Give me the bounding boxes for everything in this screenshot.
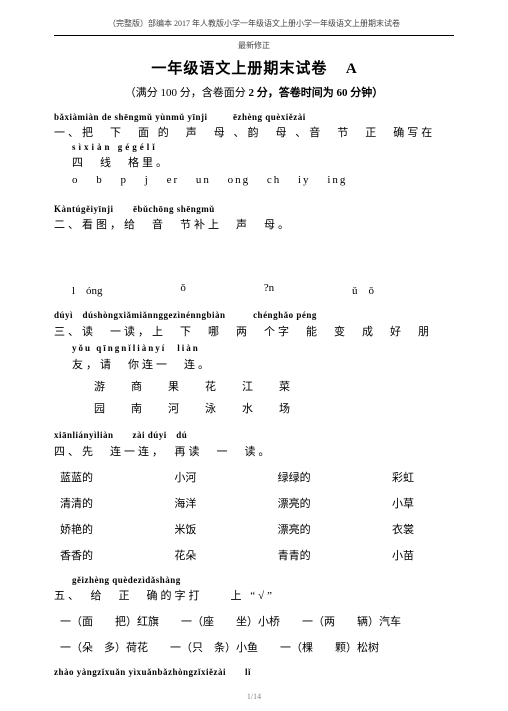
q1-line2py: sìxiàn gégélǐ (54, 142, 454, 152)
q3py2: chénghǎo péng (253, 310, 317, 320)
p: 花朵 (174, 547, 196, 563)
divider-line (54, 35, 454, 36)
p: 小草 (392, 495, 414, 511)
w: 泳 (205, 400, 220, 416)
q1py1: bǎxiàmiàn de shēngmǔ yùnmǔ yīnji (54, 112, 208, 122)
w: 园 (94, 400, 109, 416)
q5-pinyin: gěizhèng quèdezìdǎshàng (54, 575, 454, 585)
w: 场 (279, 400, 294, 416)
w: 果 (168, 378, 183, 394)
p: 香香的 (60, 547, 93, 563)
q4-r1: 蓝蓝的 小河 绿绿的 彩虹 (54, 469, 414, 485)
p: 清清的 (60, 495, 93, 511)
q2py1: Kàntúgěiyīnji (54, 204, 114, 214)
letter: ong (228, 174, 251, 186)
p: 绿绿的 (278, 469, 311, 485)
q5-lastpy: zhào yàngzǐxuǎn yìxuǎnbǎzhòngzǐxiězài lǐ (54, 665, 454, 678)
q3py1: dúyì dúshòngxiǎmiǎnnggezìnénngbiàn (54, 310, 226, 320)
sub3: 60 分钟） (337, 87, 384, 99)
sub1: （满分 100 分，含卷面分 (125, 87, 246, 99)
letter: iy (298, 174, 311, 186)
fill: l óng (72, 282, 103, 298)
w: 商 (131, 378, 146, 394)
q5-heading: 五、 给 正 确的字打 上 “√” (54, 587, 454, 603)
q3-heading: 三、读 一读，上 下 哪 两 个字 能 变 成 好 朋 (54, 323, 454, 339)
q4-pinyin: xiānliányìliàn zài dúyi dú (54, 428, 454, 441)
q1-letters: o b p j er un ong ch iy ing (54, 174, 454, 186)
revision-label: 最新修正 (54, 40, 454, 51)
title-variant: A (346, 61, 357, 77)
letter: ch (267, 174, 281, 186)
q1-heading: 一、把 下 面 的 声 母 、韵 母 、音 节 正 确写在 (54, 124, 454, 140)
q3-row1: 游 商 果 花 江 菜 (54, 378, 454, 394)
q4-r2: 清清的 海洋 漂亮的 小草 (54, 495, 414, 511)
w: 河 (168, 400, 183, 416)
q3-line2py: yǒu qīngnǐliànyí liàn (54, 341, 454, 354)
w: 江 (242, 378, 257, 394)
q2-pinyin: Kàntúgěiyīnji ēbǔchōng shēngmǔ (54, 204, 454, 214)
q1-pinyin: bǎxiàmiàn de shēngmǔ yùnmǔ yīnji ēzhèng … (54, 112, 454, 122)
q4-r3: 娇艳的 米饭 漂亮的 衣裳 (54, 521, 414, 537)
q3-row2: 园 南 河 泳 水 场 (54, 400, 454, 416)
p: 娇艳的 (60, 521, 93, 537)
p: 衣裳 (392, 521, 414, 537)
q4-heading: 四、先 连一连， 再读 一 读。 (54, 443, 454, 459)
page-footer: 1/14 (54, 692, 454, 701)
p: 青青的 (278, 547, 311, 563)
fill: ?n (264, 282, 274, 298)
q3-pinyin: dúyì dúshòngxiǎmiǎnnggezìnénngbiàn chéng… (54, 308, 454, 321)
w: 菜 (279, 378, 294, 394)
doc-header: （完整版）部编本 2017 年人教版小学一年级语文上册小学一年级语文上册期末试卷 (54, 18, 454, 29)
title-row: 一年级语文上册期末试卷 A (54, 57, 454, 78)
letter: un (196, 174, 211, 186)
p: 漂亮的 (278, 495, 311, 511)
p: 蓝蓝的 (60, 469, 93, 485)
p: 小苗 (392, 547, 414, 563)
p: 米饭 (174, 521, 196, 537)
q3-line2: 友，请 你连一 连。 (54, 356, 454, 372)
letter: ing (327, 174, 347, 186)
p: 小河 (174, 469, 196, 485)
sub2: 2 分，答卷时间为 (249, 87, 334, 99)
p: 漂亮的 (278, 521, 311, 537)
q2py2: ēbǔchōng shēngmǔ (133, 204, 215, 214)
fill: ǔ ō (352, 282, 374, 298)
p: 彩虹 (392, 469, 414, 485)
letter: j (145, 174, 150, 186)
q5-row1: 一（面 把）红旗 一（座 坐）小桥 一（两 辆）汽车 (54, 613, 454, 629)
w: 南 (131, 400, 146, 416)
letter: p (121, 174, 129, 186)
w: 水 (242, 400, 257, 416)
w: 游 (94, 378, 109, 394)
q2-heading: 二、看图，给 音 节补上 声 母。 (54, 216, 454, 232)
q4-r4: 香香的 花朵 青青的 小苗 (54, 547, 414, 563)
fill: ǒ (180, 282, 186, 298)
q1py2: ēzhèng quèxiězài (233, 112, 306, 122)
p: 海洋 (174, 495, 196, 511)
w: 花 (205, 378, 220, 394)
exam-page: （完整版）部编本 2017 年人教版小学一年级语文上册小学一年级语文上册期末试卷… (0, 0, 508, 711)
letter: er (167, 174, 180, 186)
letter: o (72, 174, 80, 186)
q2-fills: l óng ǒ ?n ǔ ō (54, 282, 374, 298)
score-info: （满分 100 分，含卷面分 2 分，答卷时间为 60 分钟） (54, 84, 454, 100)
letter: b (96, 174, 104, 186)
q5-row2: 一（朵 多）荷花 一（只 条）小鱼 一（棵 颗）松树 (54, 639, 454, 655)
title-text: 一年级语文上册期末试卷 (151, 61, 327, 77)
q1-line3: 四 线 格里。 (54, 154, 454, 170)
